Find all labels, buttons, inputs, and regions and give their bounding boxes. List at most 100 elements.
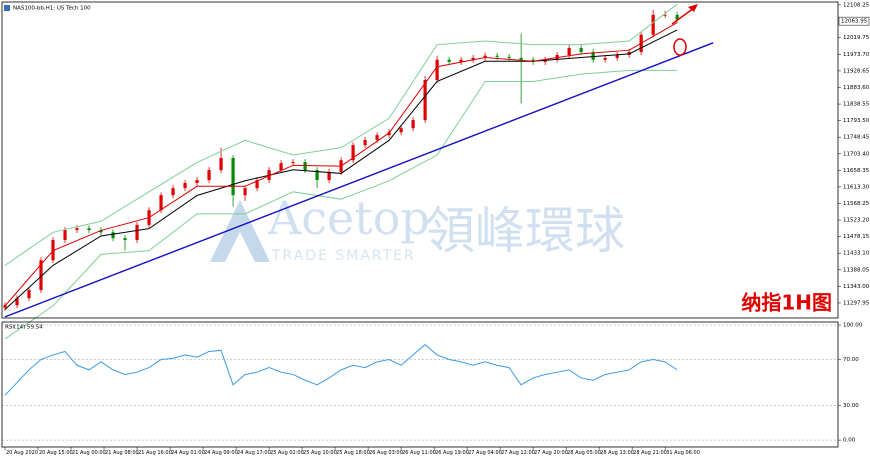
rsi-frame (1, 321, 839, 448)
candle-body (123, 238, 127, 241)
x-tick-label: 26 Aug 11:00 (402, 450, 436, 456)
candle-body (135, 224, 139, 241)
candle-body (615, 54, 619, 58)
x-tick-label: 31 Aug 06:00 (666, 450, 700, 456)
candle-body (183, 182, 187, 189)
candle-body (27, 290, 31, 299)
y-tick-label: 11433.10 (843, 251, 870, 257)
candle-body (315, 170, 319, 181)
y-tick-label: 11297.95 (843, 300, 870, 306)
candle-body (291, 162, 295, 164)
candle-body (351, 145, 355, 161)
candle-body (651, 14, 655, 35)
y-tick-label: 11388.05 (843, 267, 870, 273)
watermark-brand: Acetop (267, 191, 430, 245)
candle-body (219, 157, 223, 171)
candle-body (195, 180, 199, 183)
x-tick-label: 27 Aug 12:00 (501, 450, 535, 456)
candle-body (411, 120, 415, 129)
x-tick-label: 28 Aug 13:00 (600, 450, 634, 456)
target-circle (673, 38, 687, 56)
watermark-logo (210, 200, 270, 262)
candle-body (3, 305, 7, 308)
candle-body (75, 228, 79, 231)
x-tick-label: 28 Aug 21:00 (633, 450, 667, 456)
candle-body (399, 128, 403, 133)
candle-body (387, 132, 391, 136)
candle-body (483, 55, 487, 58)
x-tick-label: 21 Aug 16:00 (138, 450, 172, 456)
y-tick-label: 11703.40 (843, 151, 870, 157)
candle-body (663, 14, 667, 16)
x-tick-label: 20 Aug 15:00 (39, 450, 73, 456)
y-tick-label: 11928.65 (843, 68, 870, 74)
x-tick-label: 28 Aug 05:00 (567, 450, 601, 456)
candle-body (675, 14, 679, 20)
candle-body (99, 230, 103, 233)
y-tick-label: 12019.75 (843, 35, 870, 41)
chart-annotation: 纳指1H图 (741, 291, 832, 315)
y-tick-label: 0.00 (843, 438, 856, 444)
y-tick-label: 11883.60 (843, 85, 870, 91)
candle-body (519, 57, 523, 60)
y-tick-label: 11748.45 (843, 135, 870, 141)
y-tick-label: 11793.50 (843, 118, 870, 124)
candle-body (579, 47, 583, 53)
chart-title: NAS100-bb,H1: US Tech 100 (13, 6, 91, 12)
candle-body (447, 59, 451, 62)
x-tick-label: 20 Aug 2020 (6, 450, 38, 456)
candle-body (591, 52, 595, 60)
rsi-line (4, 343, 678, 396)
last-price-label: 12063.95 (841, 19, 868, 25)
last-price-box (838, 16, 870, 26)
candle-body (507, 56, 511, 58)
watermark: Acetop TRADE SMARTER 領峰環球 (210, 191, 625, 264)
rsi-panel: 100.00 70.00 30.00 0.00 20 Aug 2020 20 Aug 15… (2, 322, 863, 456)
y-tick-label: 12108.25 (843, 2, 870, 8)
y-tick-label: 100.00 (843, 322, 863, 328)
candle-body (87, 228, 91, 231)
indicator-line (4, 3, 678, 266)
candle-body (255, 180, 259, 189)
candle-body (363, 139, 367, 146)
indicator-line (4, 29, 678, 310)
main-frame (1, 1, 839, 319)
candle-body (423, 79, 427, 121)
symbol-icon (4, 5, 10, 11)
y-tick-label: 11973.70 (843, 52, 870, 58)
x-tick-label: 21 Aug 08:00 (105, 450, 139, 456)
trend-line (4, 42, 714, 318)
y-tick-label: 11478.15 (843, 234, 870, 240)
candle-body (51, 240, 55, 261)
x-tick-label: 24 Aug 09:00 (204, 450, 238, 456)
arrow-head (688, 4, 698, 12)
y-tick-label: 11838.55 (843, 102, 870, 108)
candle-body (495, 55, 499, 57)
candle-body (279, 163, 283, 171)
candle-body (159, 195, 163, 211)
candle-body (63, 230, 67, 241)
candle-body (471, 57, 475, 60)
candle-body (603, 57, 607, 60)
x-tick-label: 26 Aug 19:00 (435, 450, 469, 456)
candle-body (15, 298, 19, 306)
watermark-tagline: TRADE SMARTER (271, 248, 416, 264)
y-tick-label: 70.00 (843, 357, 859, 363)
candle-body (243, 188, 247, 196)
candle-body (231, 157, 235, 196)
candle-body (435, 59, 439, 80)
y-tick-label: 11523.20 (843, 218, 870, 224)
candle-body (375, 135, 379, 140)
indicator-line (4, 69, 678, 340)
x-tick-label: 27 Aug 04:00 (468, 450, 502, 456)
indicator-line (4, 22, 678, 307)
x-tick-label: 27 Aug 20:00 (534, 450, 568, 456)
candle-body (543, 59, 547, 62)
candle-body (459, 59, 463, 62)
main-panel: 12108.25 12019.75 11973.70 11928.65 11883.60… (3, 2, 870, 340)
y-tick-label: 11343.00 (843, 284, 870, 290)
candle-body (111, 232, 115, 239)
y-tick-label: 11613.30 (843, 184, 870, 190)
